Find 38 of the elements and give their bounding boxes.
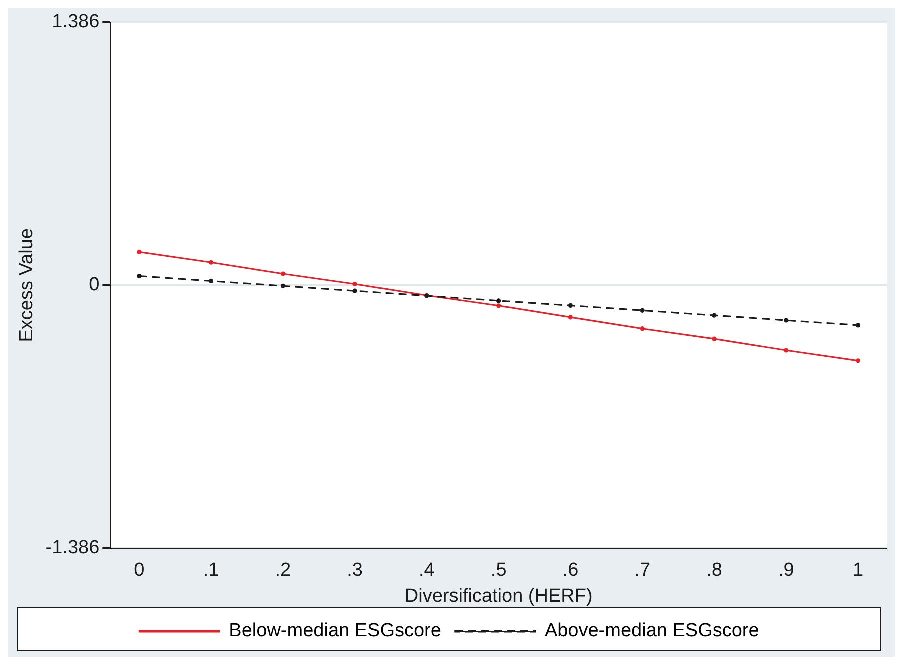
point xyxy=(640,308,645,313)
x-tick-label: .5 xyxy=(490,560,507,582)
point xyxy=(784,318,789,323)
x-axis-title: Diversification (HERF) xyxy=(404,586,593,607)
point xyxy=(496,298,502,304)
legend-label: Above-median ESGscore xyxy=(544,620,760,642)
x-tick-label: .3 xyxy=(347,560,363,582)
x-tick-label: .9 xyxy=(778,560,794,582)
point xyxy=(712,336,717,342)
x-tick-label: .1 xyxy=(203,560,220,582)
y-tick-label: 0 xyxy=(89,274,100,296)
point xyxy=(352,288,358,294)
y-tick-label: -1.386 xyxy=(46,538,100,559)
x-tick-label: 1 xyxy=(852,560,864,582)
x-tick-label: .7 xyxy=(634,560,651,582)
point xyxy=(640,326,645,332)
y-tick-label: 1.386 xyxy=(52,12,100,33)
point xyxy=(137,274,142,279)
point xyxy=(712,313,717,318)
x-tick-label: 0 xyxy=(134,560,145,582)
point xyxy=(280,284,286,288)
point xyxy=(568,303,574,308)
point xyxy=(784,348,789,353)
x-tick-label: .4 xyxy=(419,560,436,582)
point xyxy=(856,323,861,328)
legend-label: Below-median ESGscore xyxy=(229,620,442,642)
x-tick-label: .6 xyxy=(562,560,579,582)
point xyxy=(568,315,574,320)
x-tick-label: .8 xyxy=(706,560,722,582)
point xyxy=(209,260,214,265)
point xyxy=(856,358,861,364)
point xyxy=(496,304,502,308)
x-tick-label: .2 xyxy=(275,560,292,582)
point xyxy=(137,250,142,254)
point xyxy=(352,282,358,287)
point xyxy=(280,272,286,276)
point xyxy=(209,278,214,284)
y-axis-title: Excess Value xyxy=(16,228,38,342)
